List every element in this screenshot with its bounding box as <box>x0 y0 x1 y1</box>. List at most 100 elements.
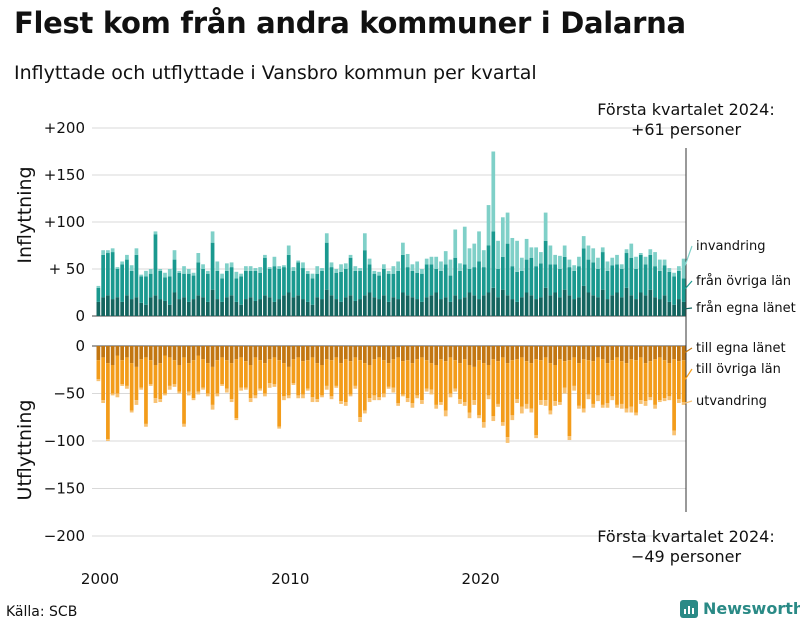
bar-inflow <box>148 297 153 316</box>
bar-outflow <box>505 346 510 364</box>
bar-inflow <box>177 270 182 273</box>
bar-inflow <box>453 295 458 316</box>
bar-inflow <box>572 299 577 316</box>
bar-outflow <box>629 406 634 413</box>
bar-outflow <box>610 346 615 361</box>
bar-outflow <box>662 360 667 399</box>
bar-outflow <box>101 400 105 403</box>
bar-inflow <box>519 270 524 298</box>
bar-inflow <box>534 299 538 316</box>
bar-outflow <box>196 391 201 395</box>
bar-inflow <box>510 299 515 316</box>
bar-outflow <box>524 403 529 409</box>
bar-outflow <box>634 412 638 416</box>
bar-outflow <box>296 395 301 399</box>
bar-outflow <box>343 359 348 403</box>
bar-inflow <box>472 243 477 268</box>
bar-outflow <box>577 346 581 364</box>
bar-inflow <box>505 243 510 296</box>
bar-outflow <box>477 360 481 416</box>
bar-inflow <box>301 299 305 316</box>
chart-canvas: +200 +150 +100 + 50 0 0 −50 −100 −150 −200 2000 201… <box>14 100 796 588</box>
bar-outflow <box>224 346 229 361</box>
bar-outflow <box>553 401 558 406</box>
bar-inflow <box>515 301 519 316</box>
bar-outflow <box>429 363 434 390</box>
bar-inflow <box>110 252 115 300</box>
bar-inflow <box>244 266 248 271</box>
bar-inflow <box>224 270 229 298</box>
bar-outflow <box>205 393 210 397</box>
bar-inflow <box>286 245 291 255</box>
bar-inflow <box>529 247 534 258</box>
bar-outflow <box>163 355 167 394</box>
bar-outflow <box>481 346 486 364</box>
bar-outflow <box>581 346 586 360</box>
bar-inflow <box>234 271 239 279</box>
bar-outflow <box>258 388 263 391</box>
bar-inflow <box>677 270 681 300</box>
bar-inflow <box>439 299 443 316</box>
bar-inflow <box>548 295 553 316</box>
bar-outflow <box>139 387 144 390</box>
bar-inflow <box>120 264 125 302</box>
bar-outflow <box>534 346 538 360</box>
bar-outflow <box>591 346 596 362</box>
bar-outflow <box>324 346 329 360</box>
bar-outflow <box>320 365 324 396</box>
annotation-bottom-line1: Första kvartalet 2024: <box>597 527 774 546</box>
bar-inflow <box>439 270 443 300</box>
bar-inflow <box>467 292 472 316</box>
bar-outflow <box>391 359 396 388</box>
bar-outflow <box>158 363 163 400</box>
bar-inflow <box>615 292 619 316</box>
bar-inflow <box>567 295 572 316</box>
bar-inflow <box>672 304 676 316</box>
y-tick-inflow: 0 <box>75 307 85 325</box>
bar-inflow <box>201 297 205 316</box>
bar-inflow <box>334 269 339 273</box>
bar-outflow <box>510 415 515 421</box>
bar-inflow <box>267 267 272 269</box>
bar-outflow <box>348 361 353 395</box>
bar-inflow <box>529 257 534 296</box>
bar-outflow <box>624 346 629 364</box>
bar-inflow <box>339 271 343 302</box>
bar-inflow <box>519 297 524 316</box>
bar-outflow <box>286 395 291 399</box>
bar-inflow <box>129 270 134 300</box>
bar-inflow <box>458 299 462 316</box>
bar-outflow <box>353 357 358 386</box>
bar-inflow <box>101 250 105 255</box>
annotation-bottom-line2: −49 personer <box>631 547 742 566</box>
bar-outflow <box>153 365 158 399</box>
bar-inflow <box>339 264 343 272</box>
bar-outflow <box>558 346 562 360</box>
bars <box>96 151 686 443</box>
y-axis-label-outflow: Utflyttning <box>14 400 36 501</box>
bar-outflow <box>277 360 282 427</box>
bar-outflow <box>553 346 558 365</box>
bar-outflow <box>234 418 239 421</box>
bar-inflow <box>529 295 534 316</box>
bar-inflow <box>244 270 248 300</box>
bar-outflow <box>534 435 538 439</box>
source-note: Källa: SCB <box>6 604 78 620</box>
chart-title: Flest kom från andra kommuner i Dalarna <box>14 6 686 40</box>
bar-inflow <box>377 299 381 316</box>
bar-outflow <box>153 398 158 403</box>
bar-outflow <box>420 400 424 404</box>
bar-outflow <box>424 360 429 389</box>
bar-outflow <box>629 359 634 407</box>
bar-inflow <box>491 151 496 232</box>
bar-inflow <box>106 250 110 254</box>
bar-inflow <box>234 301 239 316</box>
bar-outflow <box>153 346 158 365</box>
bar-outflow <box>410 346 415 364</box>
bar-inflow <box>220 278 224 302</box>
bar-inflow <box>543 287 548 316</box>
bar-outflow <box>510 346 515 361</box>
bar-outflow <box>401 394 405 397</box>
bar-outflow <box>643 363 648 402</box>
bar-outflow <box>148 384 153 386</box>
